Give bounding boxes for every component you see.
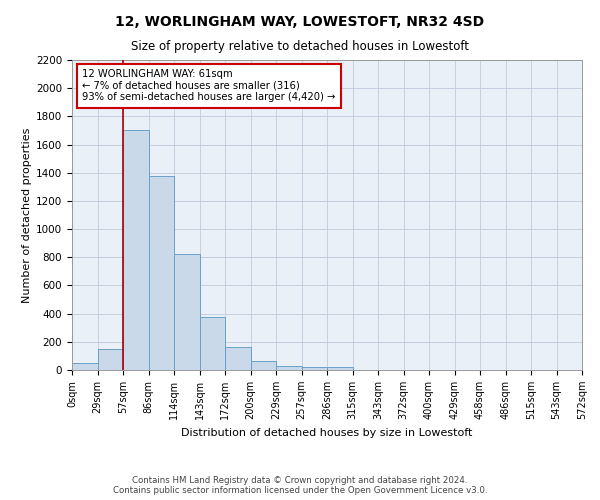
Bar <box>97 349 123 370</box>
X-axis label: Distribution of detached houses by size in Lowestoft: Distribution of detached houses by size … <box>181 428 473 438</box>
Bar <box>276 366 302 370</box>
Bar <box>123 130 149 370</box>
Bar <box>327 367 353 370</box>
Bar <box>199 317 225 370</box>
Text: Contains HM Land Registry data © Crown copyright and database right 2024.
Contai: Contains HM Land Registry data © Crown c… <box>113 476 487 495</box>
Bar <box>225 348 251 370</box>
Bar <box>174 254 199 370</box>
Bar <box>251 361 276 370</box>
Text: Size of property relative to detached houses in Lowestoft: Size of property relative to detached ho… <box>131 40 469 53</box>
Text: 12, WORLINGHAM WAY, LOWESTOFT, NR32 4SD: 12, WORLINGHAM WAY, LOWESTOFT, NR32 4SD <box>115 15 485 29</box>
Bar <box>149 176 174 370</box>
Y-axis label: Number of detached properties: Number of detached properties <box>22 128 32 302</box>
Text: 12 WORLINGHAM WAY: 61sqm
← 7% of detached houses are smaller (316)
93% of semi-d: 12 WORLINGHAM WAY: 61sqm ← 7% of detache… <box>82 70 335 102</box>
Bar <box>302 367 327 370</box>
Bar <box>72 363 97 370</box>
